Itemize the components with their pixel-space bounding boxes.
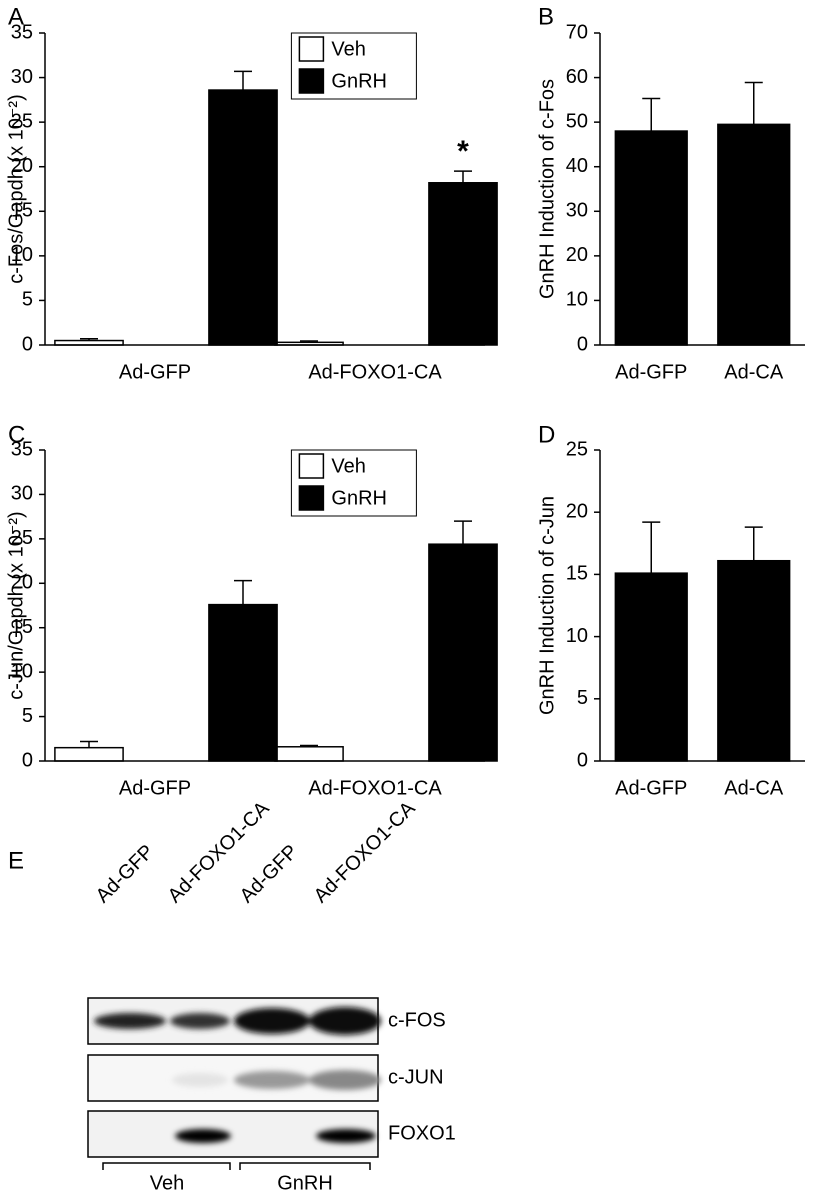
y-tick-label: 5 <box>22 289 33 311</box>
y-axis-label: GnRH Induction of c-Fos <box>536 79 558 299</box>
x-tick-label: Ad-FOXO1-CA <box>308 777 442 799</box>
lane-label: Ad-GFP <box>236 841 303 908</box>
x-tick-label: Ad-GFP <box>615 777 687 799</box>
bar <box>717 123 791 346</box>
panel-label: E <box>8 847 24 874</box>
x-tick-label: Ad-GFP <box>615 361 687 383</box>
y-tick-label: 25 <box>566 438 588 460</box>
group-bracket <box>102 1162 371 1170</box>
x-tick-label: Ad-GFP <box>119 777 191 799</box>
x-tick-label: Ad-CA <box>724 361 784 383</box>
bar <box>54 746 124 762</box>
legend-swatch <box>298 36 325 62</box>
error-bar <box>744 81 763 125</box>
y-tick-label: 20 <box>566 244 588 266</box>
y-tick-label: 5 <box>22 705 33 727</box>
y-tick-label: 0 <box>577 749 588 771</box>
x-tick-label: Ad-FOXO1-CA <box>308 361 442 383</box>
y-tick-label: 15 <box>566 563 588 585</box>
y-tick-label: 40 <box>566 155 588 177</box>
bar <box>208 89 278 346</box>
lane-label: Ad-FOXO1-CA <box>310 797 420 907</box>
x-tick-label: Ad-CA <box>724 777 784 799</box>
protein-label: c-FOS <box>388 1009 446 1031</box>
y-tick-label: 5 <box>577 687 588 709</box>
bar <box>274 746 344 762</box>
bar <box>208 603 278 762</box>
y-axis-label: c-Jun/Gapdh (x 10⁻²) <box>5 511 27 699</box>
y-tick-label: 0 <box>22 333 33 355</box>
legend-swatch <box>298 453 325 479</box>
error-bar <box>234 579 252 605</box>
panel-label: A <box>8 3 24 30</box>
bands <box>175 1129 376 1143</box>
y-tick-label: 0 <box>22 749 33 771</box>
error-bar <box>234 70 252 91</box>
annotation: * <box>457 135 469 168</box>
bar <box>428 543 498 762</box>
y-tick-label: 50 <box>566 110 588 132</box>
legend-swatch <box>298 68 325 94</box>
bands <box>172 1070 381 1090</box>
bar <box>614 572 688 762</box>
legend-label: GnRH <box>331 487 387 509</box>
legend-swatch <box>298 485 325 511</box>
y-tick-label: 20 <box>566 500 588 522</box>
group-label: Veh <box>150 1172 184 1194</box>
y-axis-label: c-Fos/Gapdh (x 10⁻²) <box>5 94 27 284</box>
error-bar <box>744 526 763 561</box>
y-tick-label: 30 <box>566 200 588 222</box>
error-bar <box>454 520 472 545</box>
bar <box>614 130 688 346</box>
error-bar <box>80 338 98 341</box>
protein-label: FOXO1 <box>388 1122 456 1144</box>
bar <box>717 559 791 762</box>
legend-label: Veh <box>331 38 365 60</box>
x-tick-label: Ad-GFP <box>119 361 191 383</box>
protein-label: c-JUN <box>388 1066 444 1088</box>
y-tick-label: 10 <box>566 289 588 311</box>
error-bar <box>300 744 318 747</box>
y-tick-label: 30 <box>11 483 33 505</box>
y-tick-label: 35 <box>11 21 33 43</box>
y-tick-label: 15 <box>11 200 33 222</box>
y-tick-label: 70 <box>566 21 588 43</box>
y-tick-label: 25 <box>11 110 33 132</box>
group-label: GnRH <box>277 1172 333 1194</box>
y-tick-label: 0 <box>577 333 588 355</box>
legend-label: GnRH <box>331 70 387 92</box>
y-tick-label: 35 <box>11 438 33 460</box>
bands <box>94 1007 381 1035</box>
error-bar <box>300 340 318 343</box>
lane-label: Ad-GFP <box>92 841 159 908</box>
bar <box>428 182 498 346</box>
y-tick-label: 60 <box>566 66 588 88</box>
error-bar <box>454 170 472 183</box>
y-tick-label: 20 <box>11 155 33 177</box>
legend-label: Veh <box>331 455 365 477</box>
blot-panel: E Ad-GFP Ad-FOXO1-CA Ad-GFP Ad-FOXO1-CA … <box>8 797 456 1194</box>
panel-label: C <box>8 421 25 448</box>
y-tick-label: 15 <box>11 616 33 638</box>
error-bar <box>642 97 661 132</box>
y-axis-label: GnRH Induction of c-Jun <box>536 496 558 715</box>
y-tick-label: 20 <box>11 572 33 594</box>
y-tick-label: 10 <box>11 660 33 682</box>
y-tick-label: 10 <box>11 244 33 266</box>
error-bar <box>642 521 661 574</box>
panel-label: D <box>538 421 555 448</box>
y-tick-label: 10 <box>566 625 588 647</box>
panel-label: B <box>538 3 554 30</box>
error-bar <box>80 740 98 748</box>
y-tick-label: 30 <box>11 66 33 88</box>
y-tick-label: 25 <box>11 527 33 549</box>
